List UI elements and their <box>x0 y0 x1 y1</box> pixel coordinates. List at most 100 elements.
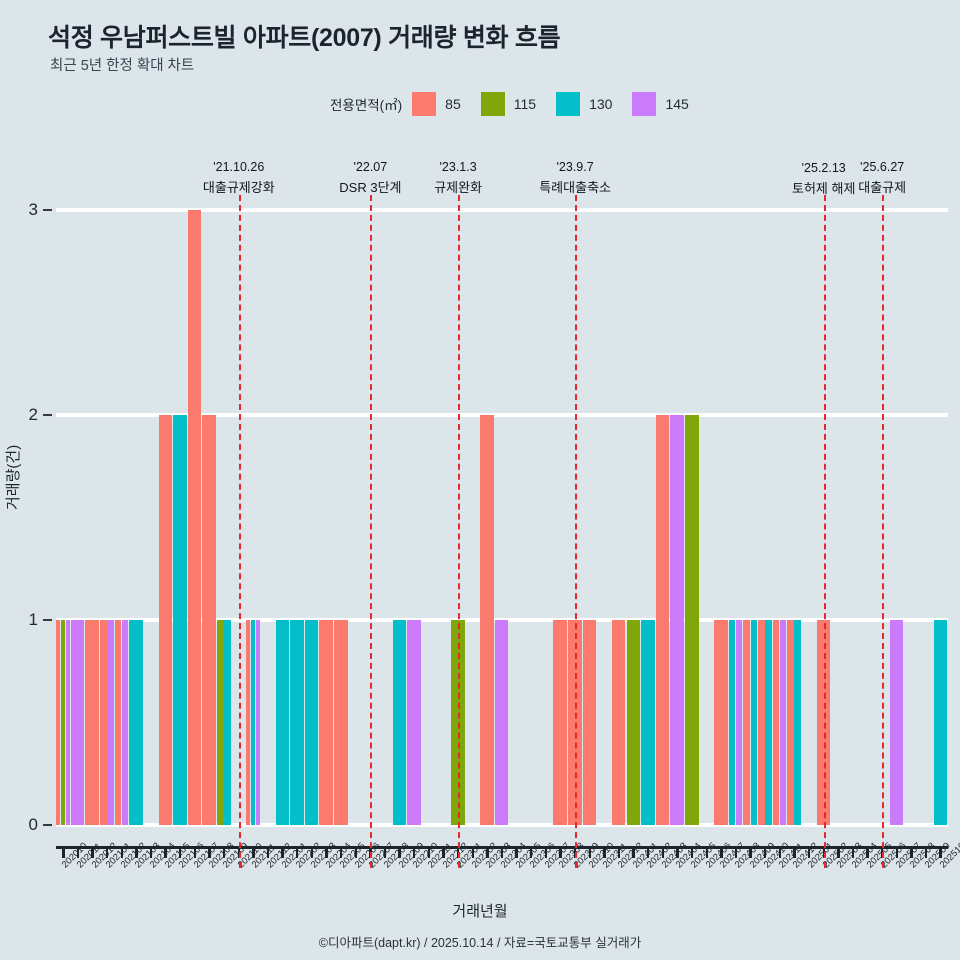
y-tick-mark <box>43 824 52 826</box>
x-tick-mark <box>135 846 138 858</box>
gridline <box>56 413 948 417</box>
x-tick-mark <box>764 846 767 858</box>
bar[interactable] <box>246 620 251 825</box>
bar[interactable] <box>553 620 567 825</box>
event-line <box>458 195 461 868</box>
bar[interactable] <box>779 620 787 825</box>
bar[interactable] <box>100 620 107 825</box>
bar[interactable] <box>655 415 670 825</box>
bar[interactable] <box>568 620 582 825</box>
bar[interactable] <box>217 620 224 825</box>
bar[interactable] <box>714 620 728 825</box>
x-tick-mark <box>530 846 533 858</box>
x-tick-mark <box>266 846 270 858</box>
x-tick-mark <box>661 846 665 858</box>
bar[interactable] <box>772 620 780 825</box>
legend-item-115[interactable]: 115 <box>480 92 552 116</box>
bar[interactable] <box>114 620 122 825</box>
x-tick-mark <box>281 846 284 858</box>
legend-item-85[interactable]: 85 <box>412 92 477 116</box>
x-tick-mark <box>807 846 811 858</box>
bar[interactable] <box>451 620 465 825</box>
legend-label-130: 130 <box>589 96 613 112</box>
bar[interactable] <box>60 620 66 825</box>
legend: 전용면적(㎡) 85 115 130 145 <box>330 92 709 116</box>
bar[interactable] <box>816 620 831 825</box>
bar[interactable] <box>750 620 758 825</box>
x-tick-mark <box>105 846 109 858</box>
x-tick-mark <box>471 846 474 858</box>
gridline <box>56 208 948 212</box>
x-tick-mark <box>149 846 153 858</box>
bar[interactable] <box>582 620 597 825</box>
event-label: '22.07 DSR 3단계 <box>339 160 401 196</box>
bar[interactable] <box>319 620 333 825</box>
bar[interactable] <box>728 620 736 825</box>
bar[interactable] <box>889 620 904 825</box>
x-tick-mark <box>632 846 635 858</box>
bar[interactable] <box>121 620 129 825</box>
bar[interactable] <box>641 620 655 825</box>
bar[interactable] <box>290 620 304 825</box>
legend-label-145: 145 <box>665 96 689 112</box>
bar[interactable] <box>70 620 85 825</box>
bar[interactable] <box>334 620 348 825</box>
bar[interactable] <box>765 620 772 825</box>
bar[interactable] <box>173 415 187 825</box>
x-tick-mark <box>544 846 548 858</box>
bar[interactable] <box>392 620 407 825</box>
event-label: '25.6.27 대출규제 <box>858 160 906 196</box>
x-axis-title: 거래년월 <box>452 903 508 920</box>
bar[interactable] <box>129 620 143 825</box>
x-tick-mark <box>647 846 650 858</box>
bar[interactable] <box>202 415 217 825</box>
x-tick-mark <box>456 846 460 858</box>
bar[interactable] <box>158 415 173 825</box>
legend-item-130[interactable]: 130 <box>556 92 628 116</box>
x-tick-mark <box>749 846 752 858</box>
bar[interactable] <box>224 620 231 825</box>
bar[interactable] <box>275 620 290 825</box>
bar[interactable] <box>626 620 641 825</box>
event-label: '23.1.3 규제완화 <box>434 160 482 196</box>
bar[interactable] <box>670 415 684 825</box>
bar[interactable] <box>758 620 765 825</box>
x-tick-mark <box>910 846 913 858</box>
bar[interactable] <box>407 620 421 825</box>
x-tick-mark <box>76 846 80 858</box>
bar[interactable] <box>85 620 100 825</box>
bar[interactable] <box>735 620 743 825</box>
legend-item-145[interactable]: 145 <box>632 92 704 116</box>
x-tick-mark <box>939 846 942 858</box>
x-tick-mark <box>851 846 855 858</box>
x-tick-mark <box>705 846 708 858</box>
page-title: 석정 우남퍼스트빌 아파트(2007) 거래량 변화 흐름 <box>48 24 561 52</box>
x-tick-mark <box>442 846 445 858</box>
legend-label-85: 85 <box>445 96 461 112</box>
bar[interactable] <box>794 620 801 825</box>
bar[interactable] <box>480 415 494 825</box>
bar[interactable] <box>743 620 750 825</box>
y-tick-label: 0 <box>28 815 38 834</box>
bar[interactable] <box>251 620 256 825</box>
bar[interactable] <box>494 620 509 825</box>
event-line <box>575 195 578 868</box>
event-label: '23.9.7 특례대출축소 <box>539 160 611 196</box>
bar[interactable] <box>65 620 70 825</box>
x-tick-mark <box>778 846 782 858</box>
bar[interactable] <box>685 415 699 825</box>
x-tick-mark <box>837 846 840 858</box>
legend-swatch-85 <box>412 92 437 116</box>
bar[interactable] <box>611 620 626 825</box>
x-tick-mark <box>310 846 314 858</box>
bar[interactable] <box>787 620 794 825</box>
bar[interactable] <box>933 620 948 825</box>
bar[interactable] <box>304 620 319 825</box>
bar[interactable] <box>187 210 202 825</box>
x-tick-mark <box>486 846 489 858</box>
x-tick-mark <box>252 846 255 858</box>
event-date: '23.9.7 <box>556 160 594 174</box>
bar[interactable] <box>255 620 260 825</box>
bar[interactable] <box>56 620 61 825</box>
bar[interactable] <box>107 620 114 825</box>
